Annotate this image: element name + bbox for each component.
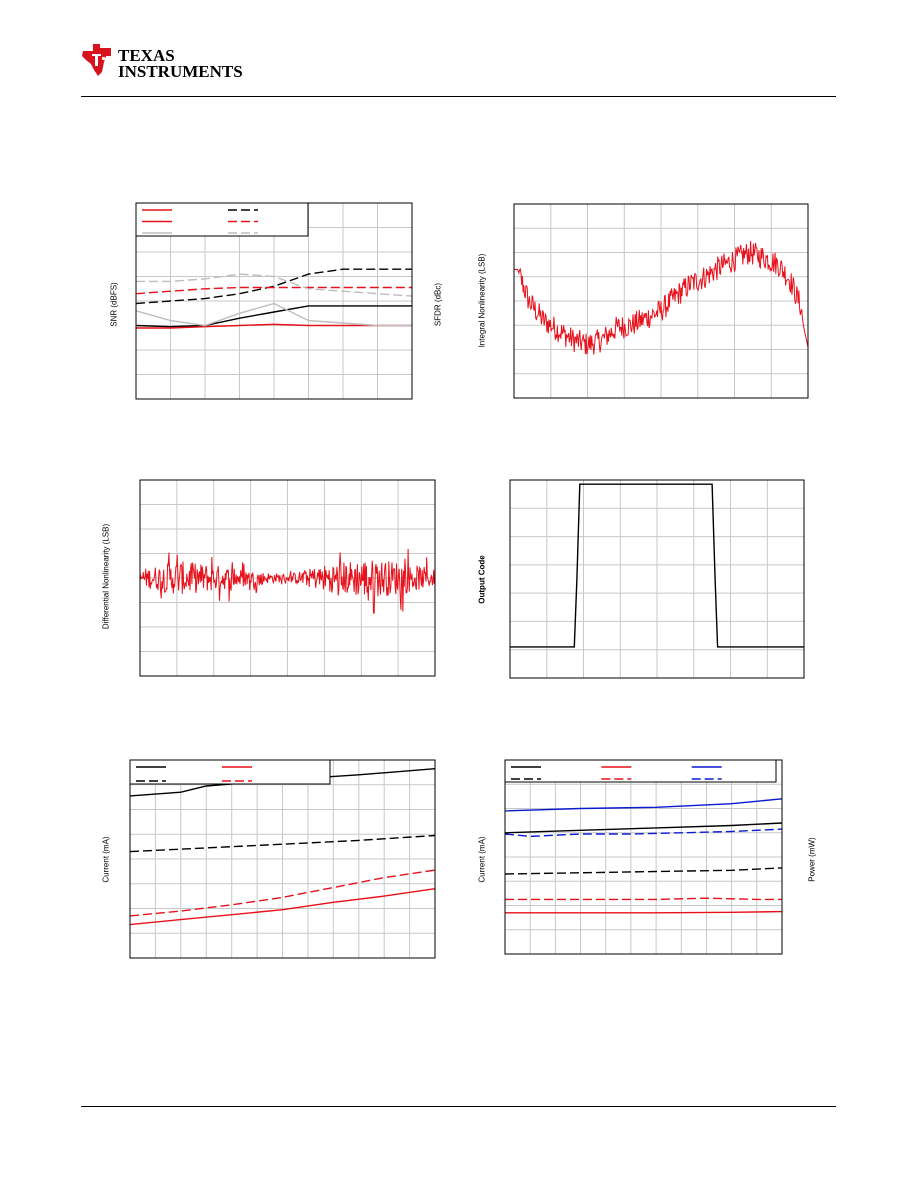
current-power-plot <box>504 759 783 955</box>
series-line-3 <box>504 822 783 834</box>
ti-logo-icon <box>82 44 111 76</box>
legend-box <box>135 202 309 237</box>
snr-sfdr-plot <box>135 202 413 400</box>
plot-frame <box>513 203 809 399</box>
step-ylabel: Output Code <box>477 555 487 604</box>
series-line-1 <box>504 798 783 812</box>
series-line-2 <box>504 828 783 838</box>
sfdr-ylabel: SFDR (dBc) <box>433 282 443 327</box>
series-line-4 <box>135 286 412 295</box>
plot-frame <box>504 759 783 955</box>
legend <box>504 759 777 783</box>
grid-lines <box>510 480 804 678</box>
inl-chart <box>513 203 809 399</box>
current2-ylabel: Current (mA) <box>477 836 487 883</box>
series-line-2 <box>129 834 436 853</box>
grid-lines <box>514 204 808 398</box>
dnl-chart <box>139 479 436 677</box>
series-line-3 <box>136 323 412 329</box>
legend <box>135 202 309 237</box>
series-line-2 <box>135 268 412 305</box>
series-line-1 <box>514 240 809 355</box>
legend <box>129 759 331 785</box>
plot-frame <box>135 202 413 400</box>
snr-ylabel: SNR (dBFS) <box>109 282 119 327</box>
grid-lines <box>130 760 435 958</box>
series-line-5 <box>505 897 782 901</box>
inl-plot <box>513 203 809 399</box>
series-line-6 <box>136 273 413 297</box>
series-line-3 <box>129 888 436 926</box>
series-line-5 <box>135 302 412 327</box>
dnl-ylabel: Differential Nonlinearity (LSB) <box>101 523 111 630</box>
logo-word-instruments: INSTRUMENTS <box>118 62 243 81</box>
power-ylabel: Power (mW) <box>807 837 817 882</box>
footer-rule <box>81 1106 836 1107</box>
inl-ylabel: Integral Nonlinearity (LSB) <box>477 253 487 348</box>
plot-frame <box>509 479 805 679</box>
series-line-1 <box>135 305 412 328</box>
series-line-1 <box>139 548 436 614</box>
current-power-chart <box>504 759 783 955</box>
current-plot <box>129 759 436 959</box>
snr-sfdr-chart <box>135 202 413 400</box>
series-line-6 <box>505 910 783 914</box>
series-line-1 <box>510 483 804 648</box>
plot-frame <box>129 759 436 959</box>
legend-box <box>504 759 777 783</box>
series-line-4 <box>504 867 783 875</box>
plot-frame <box>139 479 436 677</box>
header-rule <box>81 96 836 97</box>
grid-lines <box>505 760 782 954</box>
current-ylabel: Current (mA) <box>101 836 111 883</box>
current-chart <box>129 759 436 959</box>
ti-logo: TEXAS INSTRUMENTS <box>80 42 243 82</box>
step-plot <box>509 479 805 679</box>
logo-word-texas: TEXAS <box>118 46 175 65</box>
step-chart <box>509 479 805 679</box>
dnl-plot <box>139 479 436 677</box>
